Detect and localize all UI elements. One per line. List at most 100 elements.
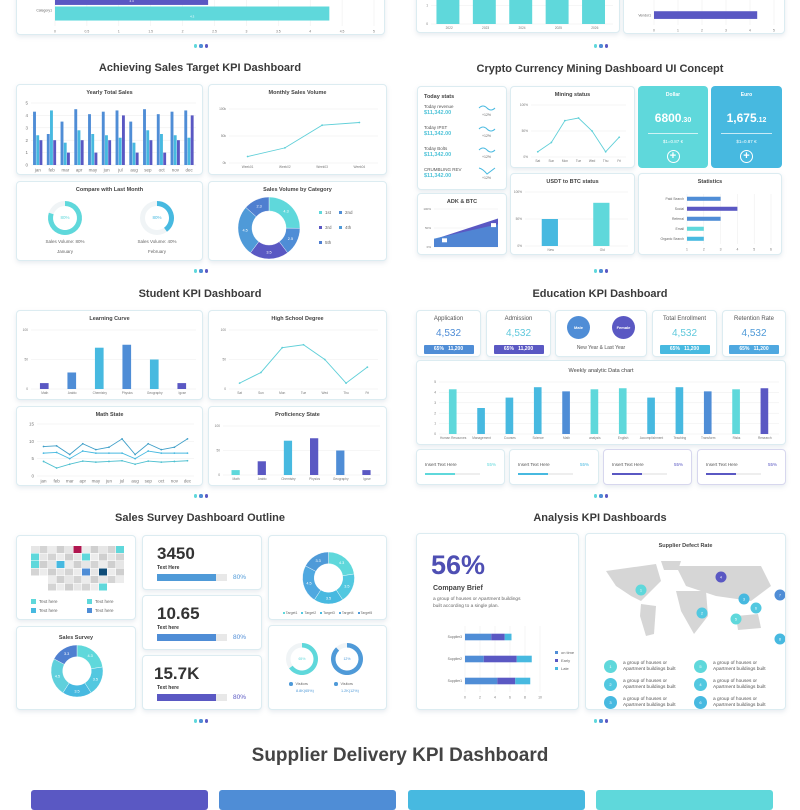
bar-segment — [515, 677, 531, 685]
female-circle[interactable]: Female — [612, 316, 635, 339]
slice-label: 4.5 — [55, 674, 60, 678]
proficiency-card: Proficiency State 0 50 100 Math Arabic Chemist… — [208, 406, 387, 486]
visitor-label: Visitors — [334, 682, 353, 686]
us-state — [31, 546, 39, 553]
male-circle[interactable]: Male — [567, 316, 590, 339]
progress-percent: 55% — [580, 462, 590, 467]
progress-bar — [518, 473, 573, 475]
x-tick-label: 2 — [182, 29, 184, 33]
x-tick-label: 2.5 — [212, 29, 217, 33]
pager-dots[interactable] — [194, 44, 208, 48]
stat-value: $11,342.00 — [424, 152, 452, 158]
bar — [33, 111, 36, 165]
data-point — [68, 463, 71, 466]
y-tick-label: 15 — [29, 422, 35, 427]
series-line — [43, 438, 188, 456]
y-tick-label: 0% — [523, 155, 528, 159]
currency-name: Euro — [740, 92, 753, 98]
pager-dots[interactable] — [594, 719, 608, 723]
data-point — [591, 130, 593, 132]
map-marker-label: 2 — [701, 611, 703, 615]
card-title: Proficiency State — [275, 412, 320, 418]
data-point — [618, 136, 621, 139]
statistics-chart: 1 2 3 4 5 6 Paid Search Social Referral Email Orga… — [660, 194, 772, 251]
pager-dots[interactable] — [194, 269, 208, 273]
map-marker — [750, 602, 762, 614]
y-category-label: Organic Search — [660, 237, 684, 241]
progress-label: Insert Text Here — [706, 462, 738, 467]
bar — [149, 359, 159, 389]
pager-dots[interactable] — [594, 44, 608, 48]
pager-dots[interactable] — [594, 494, 608, 498]
x-tick-label: Sat — [535, 159, 540, 163]
add-icon[interactable]: + — [740, 150, 753, 163]
data-point — [55, 451, 58, 454]
bar — [436, 0, 460, 24]
stat-label: CRUMBLING REV — [424, 167, 462, 172]
adk-btc-card: ADK & BTC 0% 50% 100% — [417, 193, 507, 255]
company-brief-card: 56% Company Brief a group of houses or A… — [416, 533, 579, 710]
legend-item: Early — [555, 658, 574, 663]
bar — [562, 391, 570, 434]
data-point — [186, 452, 189, 455]
x-tick-label: jan — [34, 168, 42, 173]
area-series — [434, 224, 498, 247]
pager-dots[interactable] — [194, 719, 208, 723]
x-tick-label: Chemistry — [281, 477, 296, 481]
x-tick-label: Mon — [279, 391, 285, 395]
stat-change: +12% — [482, 176, 492, 180]
x-tick-label: Wed — [322, 391, 329, 395]
pager-dots[interactable] — [194, 494, 208, 498]
pager-dots[interactable] — [594, 269, 608, 273]
x-tick-label: mar — [66, 479, 74, 484]
stat-value: $11,342.00 — [424, 131, 452, 137]
y-tick-label: 5 — [434, 380, 436, 384]
kpi-badge: 65% 11,200 — [423, 345, 474, 354]
visitor-value: 1.2K(12%) — [341, 689, 359, 693]
currency-value: 6800 — [654, 111, 682, 125]
visitor-ring — [286, 643, 318, 675]
kpi-badge: 65% 11,200 — [493, 345, 544, 354]
big-percent: 56% — [431, 550, 486, 580]
us-state — [82, 583, 90, 591]
bar — [55, 0, 209, 5]
x-tick-label: may — [89, 168, 98, 173]
data-point — [134, 453, 137, 456]
x-tick-label: 5 — [753, 247, 755, 251]
ring-month: January — [56, 249, 73, 254]
progress-bar — [612, 473, 667, 475]
map-marker-label: 3 — [743, 597, 745, 601]
y-tick-label: 0 — [224, 387, 226, 391]
kpi-progress-bar — [157, 634, 227, 641]
highlighted-state — [99, 583, 107, 591]
kpi-tile[interactable] — [596, 790, 773, 810]
sparkline-icon — [478, 105, 496, 111]
x-tick-label: 0 — [464, 695, 466, 699]
y-tick-label: 2 — [25, 138, 28, 143]
us-state — [99, 561, 107, 568]
kpi-tile[interactable] — [219, 790, 396, 810]
legend-item: 4th — [85, 709, 95, 710]
us-state — [48, 583, 56, 591]
x-tick-label: Mon — [562, 159, 568, 163]
map-marker — [774, 589, 785, 601]
y-tick-label: 0% — [517, 244, 522, 248]
stat-change: +12% — [482, 113, 492, 117]
y-category-label: Vendor1 — [638, 14, 651, 18]
kpi-progress-bar — [157, 694, 227, 701]
proficiency-chart: 0 50 100 Math Arabic Chemistry Physics Geograph… — [215, 424, 380, 481]
kpi-tile[interactable] — [31, 790, 208, 810]
data-point — [68, 457, 71, 460]
us-state — [116, 561, 124, 568]
map-marker-label: 1 — [640, 588, 642, 592]
add-icon[interactable]: + — [666, 150, 680, 163]
y-tick-label: 100k — [219, 107, 226, 111]
x-tick-label: feb — [53, 479, 60, 484]
card-title: High School Degree — [271, 316, 324, 322]
section-title: Supplier Delivery KPI Dashboard — [251, 745, 549, 766]
legend-item: 3rd — [72, 709, 82, 710]
kpi-tile[interactable] — [408, 790, 585, 810]
bar — [88, 114, 91, 165]
slice-label: 3.3 — [315, 559, 320, 563]
x-tick-label: Week02 — [279, 165, 291, 169]
